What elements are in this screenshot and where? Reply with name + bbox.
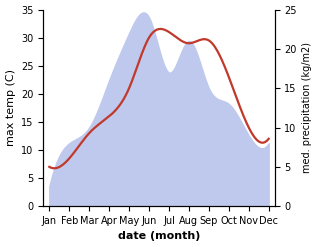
Y-axis label: med. precipitation (kg/m2): med. precipitation (kg/m2) xyxy=(302,42,313,173)
X-axis label: date (month): date (month) xyxy=(118,231,200,242)
Y-axis label: max temp (C): max temp (C) xyxy=(5,69,16,146)
